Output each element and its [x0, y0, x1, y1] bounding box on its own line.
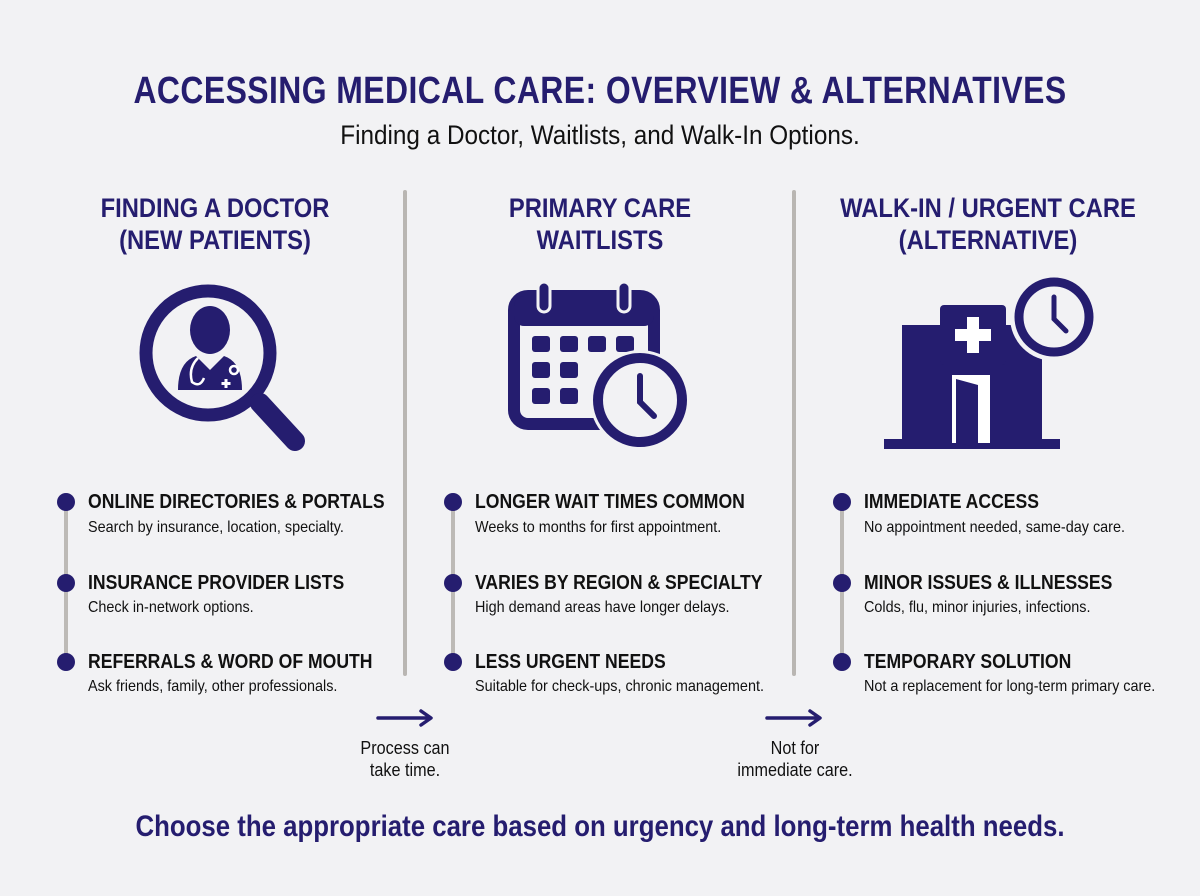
bullet-dot [57, 574, 75, 592]
item-title: IMMEDIATE ACCESS [864, 491, 1040, 513]
item-title: INSURANCE PROVIDER LISTS [88, 572, 345, 594]
caption-line: Process can [360, 738, 450, 758]
item-desc: Not a replacement for long-term primary … [864, 678, 1156, 695]
doctor-search-magnifier-icon [139, 284, 305, 451]
column-heading-waitlists: PRIMARY CARE WAITLISTS [428, 192, 771, 256]
page-title: ACCESSING MEDICAL CARE: OVERVIEW & ALTER… [133, 70, 1067, 112]
bullet-dot [444, 574, 462, 592]
item-desc: High demand areas have longer delays. [475, 599, 730, 616]
item-desc: No appointment needed, same-day care. [864, 519, 1125, 536]
footer-message: Choose the appropriate care based on urg… [135, 810, 1065, 843]
bullet-dot [444, 493, 462, 511]
item-title: MINOR ISSUES & ILLNESSES [864, 572, 1113, 594]
item-desc: Search by insurance, location, specialty… [88, 519, 344, 536]
column-heading-walk-in: WALK-IN / URGENT CARE (ALTERNATIVE) [816, 192, 1159, 256]
item-title: VARIES BY REGION & SPECIALTY [475, 572, 763, 594]
calendar-clock-icon [508, 280, 690, 450]
heading-line: (ALTERNATIVE) [898, 225, 1078, 255]
column-divider [403, 190, 407, 676]
column-heading-finding-doctor: FINDING A DOCTOR (NEW PATIENTS) [43, 192, 386, 256]
heading-line: (NEW PATIENTS) [119, 225, 311, 255]
item-title: ONLINE DIRECTORIES & PORTALS [88, 491, 385, 513]
heading-line: FINDING A DOCTOR [100, 193, 330, 223]
transition-caption: Not for immediate care. [723, 737, 867, 781]
column-divider [792, 190, 796, 676]
heading-line: WAITLISTS [536, 225, 664, 255]
arrow-right-icon [765, 709, 822, 727]
transition-caption: Process can take time. [333, 737, 477, 781]
clinic-clock-icon [884, 275, 1098, 449]
item-title: LONGER WAIT TIMES COMMON [475, 491, 745, 513]
item-desc: Ask friends, family, other professionals… [88, 678, 338, 695]
bullet-dot [444, 653, 462, 671]
caption-line: Not for [770, 738, 820, 758]
item-title: REFERRALS & WORD OF MOUTH [88, 651, 373, 673]
bullet-dot [833, 493, 851, 511]
item-desc: Suitable for check-ups, chronic manageme… [475, 678, 764, 695]
heading-line: PRIMARY CARE [508, 193, 692, 223]
bullet-dot [833, 653, 851, 671]
bullet-dot [57, 653, 75, 671]
heading-line: WALK-IN / URGENT CARE [840, 193, 1136, 223]
item-desc: Check in-network options. [88, 599, 254, 616]
item-desc: Weeks to months for first appointment. [475, 519, 722, 536]
page-subtitle: Finding a Doctor, Waitlists, and Walk-In… [340, 120, 860, 150]
bullet-dot [833, 574, 851, 592]
arrow-right-icon [376, 709, 433, 727]
item-desc: Colds, flu, minor injuries, infections. [864, 599, 1091, 616]
item-title: TEMPORARY SOLUTION [864, 651, 1072, 673]
caption-line: immediate care. [737, 760, 853, 780]
bullet-dot [57, 493, 75, 511]
caption-line: take time. [369, 760, 441, 780]
item-title: LESS URGENT NEEDS [475, 651, 666, 673]
